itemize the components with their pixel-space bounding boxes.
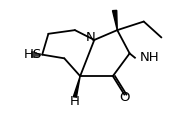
Text: N: N bbox=[86, 31, 96, 44]
Text: NH: NH bbox=[140, 51, 160, 64]
Polygon shape bbox=[112, 10, 117, 30]
Text: H: H bbox=[70, 95, 80, 108]
Text: O: O bbox=[119, 91, 130, 104]
Polygon shape bbox=[73, 76, 80, 97]
Text: HS: HS bbox=[24, 48, 42, 61]
